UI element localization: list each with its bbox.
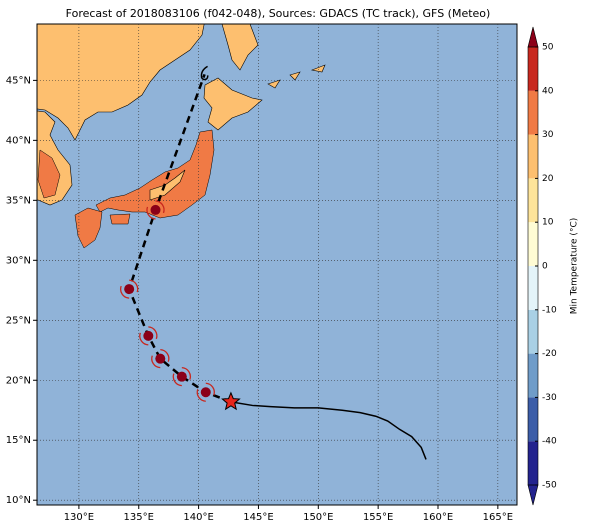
colorbar-band [528, 309, 538, 354]
observed-track [230, 401, 427, 460]
colorbar-tick-label: 30 [542, 130, 554, 140]
cyclone-position [124, 284, 135, 295]
colorbar-band [528, 353, 538, 398]
colorbar-tick-label: 20 [542, 174, 554, 184]
forecast-track [127, 73, 232, 404]
y-tick-label: 20°N [6, 375, 31, 386]
y-tick-label: 15°N [6, 435, 31, 446]
colorbar-tick-label: -40 [542, 437, 557, 447]
cyclone-swirl [139, 326, 158, 346]
colorbar-band [528, 178, 538, 223]
colorbar-tick-label: -50 [542, 481, 557, 491]
cyclone-swirl [196, 382, 215, 402]
colorbar-band [528, 47, 538, 91]
map-frame [36, 23, 518, 506]
colorbar-tick-label: -30 [542, 393, 557, 403]
y-tick-label: 25°N [6, 315, 31, 326]
y-tick-label: 40°N [6, 135, 31, 146]
colorbar-band [528, 134, 538, 179]
y-tick-label: 30°N [6, 255, 31, 266]
x-tick-label: 130°E [64, 512, 94, 523]
cyclone-position [155, 353, 166, 364]
x-tick-label: 140°E [183, 512, 213, 523]
current-position [221, 391, 241, 411]
x-tick-label: 165°E [483, 512, 513, 523]
x-tick-label: 155°E [363, 512, 393, 523]
x-tick-label: 145°E [243, 512, 273, 523]
colorbar-label: Min Temperature (°C) [570, 218, 580, 315]
colorbar-band [528, 441, 538, 485]
colorbar-tick-label: 0 [542, 262, 548, 272]
colorbar-arrow [527, 26, 539, 48]
cyclone-position [200, 387, 211, 398]
cyclone-swirl [146, 200, 165, 220]
colorbar-tick-label: 50 [542, 43, 554, 53]
title: Forecast of 2018083106 (f042-048), Sourc… [66, 7, 491, 20]
cyclone-swirl [120, 279, 139, 299]
y-tick-label: 35°N [6, 195, 31, 206]
cyclone-position [150, 204, 161, 215]
cyclone-position [176, 371, 187, 382]
x-tick-label: 135°E [124, 512, 154, 523]
x-tick-label: 150°E [303, 512, 333, 523]
colorbar-tick-label: -20 [542, 349, 557, 359]
cyclone-swirl [151, 349, 170, 369]
colorbar-band [528, 90, 538, 135]
cyclone-position [143, 330, 154, 341]
y-tick-label: 10°N [6, 495, 31, 506]
colorbar-tick-label: -10 [542, 305, 557, 315]
colorbar-tick-label: 40 [542, 86, 554, 96]
colorbar-band [528, 397, 538, 442]
cyclone-symbol [200, 65, 209, 81]
colorbar-band [528, 266, 538, 310]
y-tick-label: 45°N [6, 75, 31, 86]
cyclone-swirl [172, 367, 191, 387]
colorbar-band [528, 222, 538, 266]
colorbar-tick-label: 10 [542, 218, 554, 228]
x-tick-label: 160°E [423, 512, 453, 523]
colorbar-arrow [527, 484, 539, 506]
